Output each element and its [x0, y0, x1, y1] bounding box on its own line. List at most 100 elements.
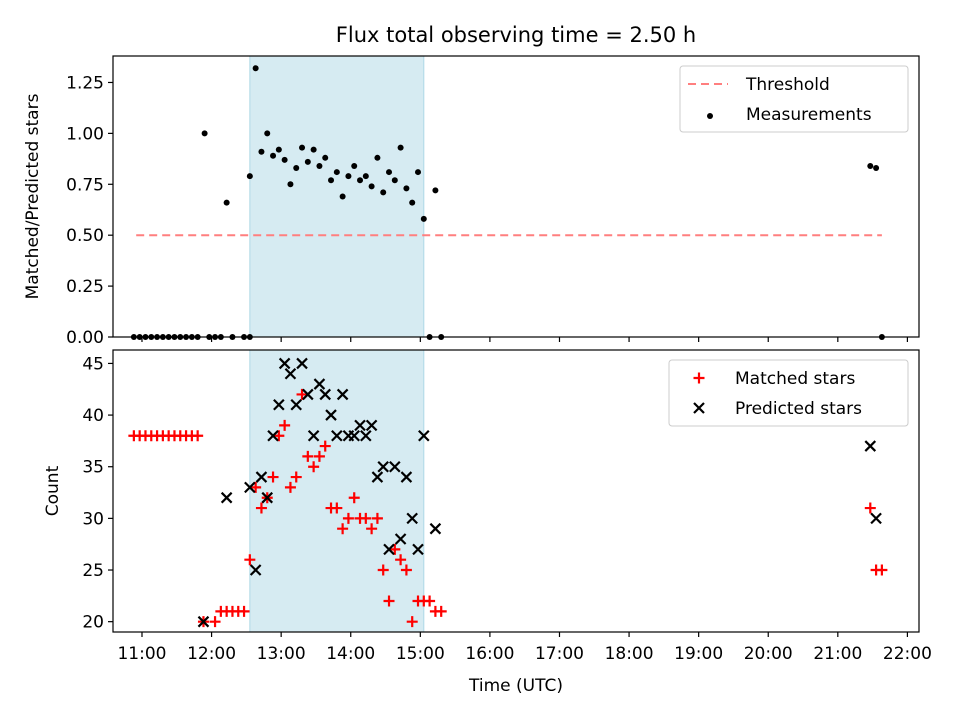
y-axis-label: Count: [43, 465, 63, 516]
data-point: [864, 440, 877, 452]
data-point: [220, 491, 233, 504]
x-tick-label: 22:00: [883, 644, 932, 664]
figure-title: Flux total observing time = 2.50 h: [336, 23, 696, 47]
plot-frame: [112, 349, 920, 633]
legend-label: Threshold: [745, 75, 830, 95]
data-point: [415, 169, 422, 176]
data-point: [308, 461, 320, 473]
x-tick-label: 13:00: [257, 644, 306, 664]
data-point: [377, 460, 389, 473]
x-tick-label: 11:00: [117, 644, 166, 664]
y-tick-label: 1.00: [66, 124, 104, 144]
y-tick-label: 30: [82, 509, 104, 529]
data-point: [302, 388, 314, 401]
data-point: [304, 158, 311, 165]
data-point: [362, 173, 369, 180]
data-point: [244, 481, 256, 494]
data-point: [310, 146, 317, 153]
legend: Matched stars Predicted stars: [668, 359, 909, 427]
data-point: [267, 471, 279, 483]
data-point: [406, 512, 418, 525]
data-point: [368, 183, 375, 190]
data-point: [302, 450, 314, 462]
data-point: [319, 388, 332, 401]
data-point: [383, 595, 395, 607]
data-point: [313, 450, 325, 462]
y-tick-label: 25: [82, 561, 104, 581]
data-point: [406, 616, 418, 628]
legend-label: Matched stars: [735, 369, 855, 389]
data-point: [209, 616, 221, 628]
data-point: [290, 398, 303, 411]
y-tick-label: 0.50: [66, 226, 104, 246]
data-point: [281, 156, 288, 163]
y-tick-label: 0.00: [66, 328, 104, 348]
data-point: [284, 367, 297, 380]
data-point: [377, 564, 389, 576]
data-point: [389, 460, 401, 473]
data-point: [371, 471, 384, 483]
data-point: [296, 357, 308, 370]
data-point: [337, 523, 349, 535]
data-point: [435, 605, 447, 617]
data-point: [873, 164, 880, 171]
y-tick-label: 1.25: [66, 73, 104, 93]
data-point: [394, 533, 407, 545]
data-point: [284, 481, 296, 493]
data-point: [391, 177, 398, 184]
data-point: [339, 193, 346, 200]
legend-frame: [679, 65, 909, 133]
x-tick-label: 15:00: [396, 644, 445, 664]
data-point: [293, 164, 300, 171]
data-point: [192, 430, 204, 442]
data-point: [258, 148, 265, 155]
y-tick-label: 0.25: [66, 277, 104, 297]
data-point: [348, 429, 360, 442]
data-point: [371, 512, 383, 524]
data-point: [250, 481, 262, 493]
data-point: [389, 543, 401, 555]
data-point: [409, 199, 416, 206]
data-point: [331, 502, 343, 514]
data-point: [279, 419, 291, 431]
data-point: [870, 512, 882, 525]
data-point: [249, 564, 262, 576]
data-point: [331, 429, 343, 442]
data-point: [267, 429, 279, 442]
bottom-panel: 20 25 30 35 40 45 11:00 12:00 13:00 14:00 15:00 16:…: [43, 349, 932, 696]
data-point: [275, 146, 282, 153]
data-point: [238, 605, 250, 617]
data-point: [197, 615, 210, 628]
x-axis-label: Time (UTC): [468, 676, 563, 696]
data-point: [395, 554, 407, 566]
x-tick-label: 12:00: [187, 644, 236, 664]
data-point: [290, 471, 302, 483]
data-point: [864, 502, 876, 514]
legend-swatch: [693, 402, 705, 414]
data-point: [348, 492, 360, 504]
data-point: [429, 522, 442, 535]
data-point: [418, 429, 430, 442]
data-point: [287, 181, 294, 188]
data-point: [397, 144, 404, 151]
y-tick-label: 35: [82, 458, 104, 478]
data-point: [325, 409, 337, 421]
data-point: [333, 169, 340, 176]
data-point: [345, 173, 352, 180]
data-point: [867, 162, 874, 169]
legend-label: Measurements: [746, 105, 872, 125]
observing-window-span: [249, 349, 425, 633]
data-point: [357, 177, 364, 184]
data-point: [351, 162, 358, 169]
data-point: [319, 440, 331, 452]
data-point: [386, 169, 393, 176]
data-point: [201, 130, 208, 137]
data-point: [366, 523, 378, 535]
data-point: [296, 388, 308, 400]
x-tick-label: 17:00: [535, 644, 584, 664]
legend-swatch: [707, 113, 713, 119]
data-point: [400, 471, 413, 483]
data-point: [412, 543, 424, 556]
data-point: [322, 154, 329, 161]
